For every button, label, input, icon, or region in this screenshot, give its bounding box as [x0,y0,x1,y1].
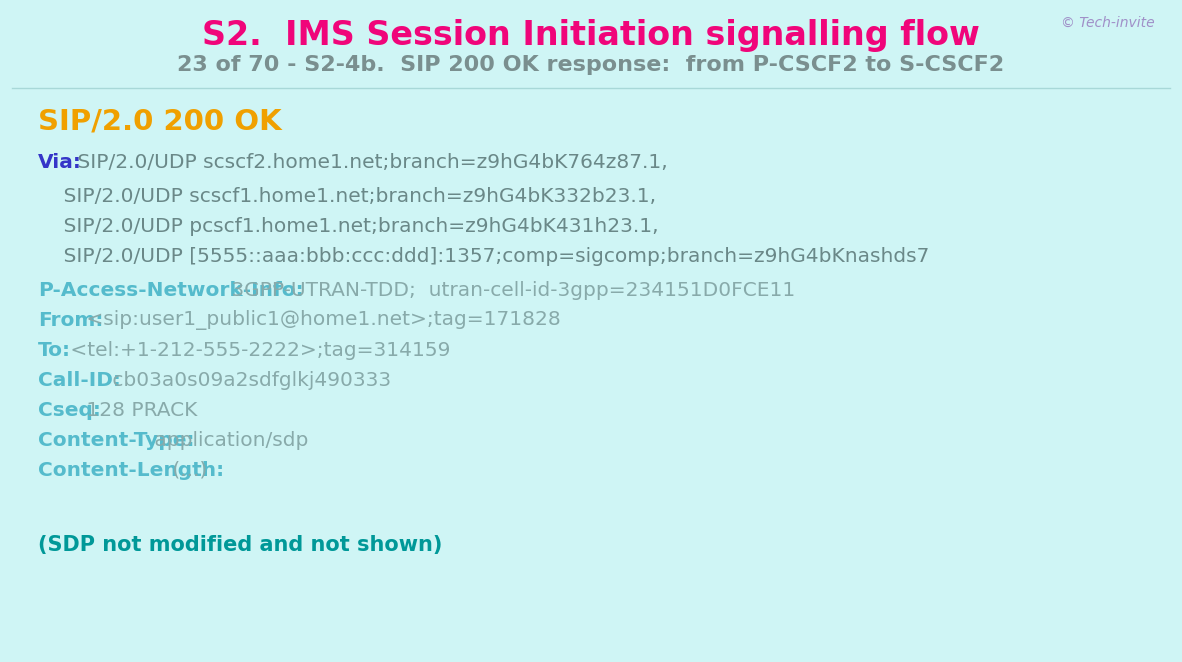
Text: 23 of 70 - S2-4b.  SIP 200 OK response:  from P-CSCF2 to S-CSCF2: 23 of 70 - S2-4b. SIP 200 OK response: f… [177,55,1005,75]
Text: P-Access-Network-Info:: P-Access-Network-Info: [38,281,304,299]
Text: 128 PRACK: 128 PRACK [80,401,197,420]
Text: SIP/2.0/UDP scscf2.home1.net;branch=z9hG4bK764z87.1,: SIP/2.0/UDP scscf2.home1.net;branch=z9hG… [71,152,668,171]
Text: SIP/2.0/UDP [5555::aaa:bbb:ccc:ddd]:1357;comp=sigcomp;branch=z9hG4bKnashds7: SIP/2.0/UDP [5555::aaa:bbb:ccc:ddd]:1357… [38,246,929,265]
Text: © Tech-invite: © Tech-invite [1061,16,1155,30]
Text: From:: From: [38,310,103,330]
Text: Via:: Via: [38,152,82,171]
Text: Content-Type:: Content-Type: [38,430,195,449]
Text: To:: To: [38,340,71,359]
Text: SIP/2.0/UDP scscf1.home1.net;branch=z9hG4bK332b23.1,: SIP/2.0/UDP scscf1.home1.net;branch=z9hG… [38,187,656,205]
Text: SIP/2.0 200 OK: SIP/2.0 200 OK [38,108,281,136]
Text: <tel:+1-212-555-2222>;tag=314159: <tel:+1-212-555-2222>;tag=314159 [64,340,450,359]
Text: SIP/2.0/UDP pcscf1.home1.net;branch=z9hG4bK431h23.1,: SIP/2.0/UDP pcscf1.home1.net;branch=z9hG… [38,216,658,236]
Text: S2.  IMS Session Initiation signalling flow: S2. IMS Session Initiation signalling fl… [202,19,980,52]
Text: Content-Length:: Content-Length: [38,461,225,479]
Text: 3GPP-UTRAN-TDD;  utran-cell-id-3gpp=234151D0FCE11: 3GPP-UTRAN-TDD; utran-cell-id-3gpp=23415… [225,281,795,299]
Text: <sip:user1_public1@home1.net>;tag=171828: <sip:user1_public1@home1.net>;tag=171828 [80,310,561,330]
Text: cb03a0s09a2sdfglkj490333: cb03a0s09a2sdfglkj490333 [106,371,391,389]
Text: (SDP not modified and not shown): (SDP not modified and not shown) [38,535,442,555]
Text: Cseq:: Cseq: [38,401,100,420]
Text: (...): (...) [165,461,207,479]
Text: Call-ID:: Call-ID: [38,371,121,389]
Text: application/sdp: application/sdp [149,430,309,449]
